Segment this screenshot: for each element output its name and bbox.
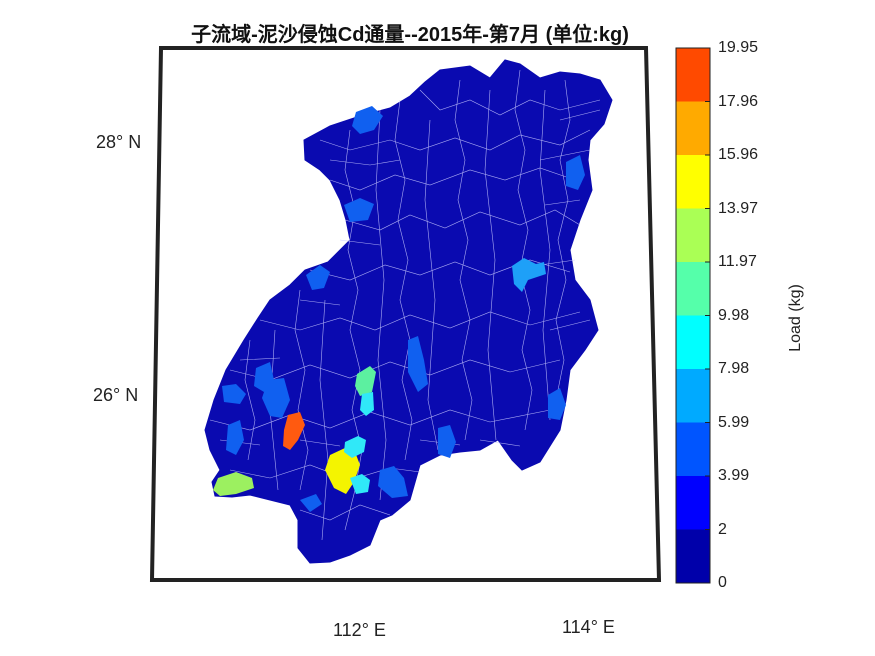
subbasin-blue-i	[438, 425, 456, 458]
subbasin-blue-k	[254, 362, 274, 392]
colorbar	[676, 47, 710, 584]
colorbar-segment	[676, 476, 710, 530]
colorbar-tick-label: 7.98	[718, 360, 750, 377]
longitude-label-114: 114° E	[562, 617, 615, 637]
subbasin-blue-e	[262, 378, 290, 418]
subbasin-cyan-north	[360, 392, 374, 416]
subbasin-blue-b	[352, 106, 383, 134]
subbasin-blue-f	[226, 420, 244, 455]
colorbar-segment	[676, 262, 710, 316]
subbasin-blue-c	[306, 265, 330, 290]
colorbar-label: Load (kg)	[787, 284, 804, 352]
subbasin-blue-m	[300, 494, 322, 512]
subbasin-blue-d	[408, 336, 428, 392]
map-title: 子流域-泥沙侵蚀Cd通量--2015年-第7月 (单位:kg)	[191, 24, 629, 46]
colorbar-segment	[676, 155, 710, 209]
colorbar-segment	[676, 315, 710, 370]
subbasin-green-north	[355, 366, 376, 396]
latitude-label-26: 26° N	[93, 385, 139, 405]
subbasin-high	[325, 448, 360, 494]
colorbar-tick-label: 2	[718, 520, 727, 538]
colorbar-tick-label: 15.96	[718, 146, 759, 163]
colorbar-tick-label: 3.99	[718, 467, 750, 484]
colorbar-segment	[676, 529, 710, 584]
colorbar-segment	[676, 208, 710, 263]
colorbar-tick-label: 11.97	[718, 253, 757, 270]
colorbar-tick-label: 19.95	[718, 39, 759, 56]
subbasin-blue-l	[222, 384, 246, 404]
subbasin-max	[283, 412, 305, 450]
colorbar-segment	[676, 422, 710, 477]
subbasin-blue-j	[566, 155, 585, 190]
subbasin-lightgreen	[213, 472, 254, 496]
subbasin-blue-a	[344, 198, 374, 222]
colorbar-segment	[676, 48, 710, 102]
subbasin-cyan-small	[350, 474, 370, 494]
subbasin-blue-h	[548, 388, 566, 420]
subbasin-blue-g	[378, 466, 408, 498]
subbasin-lightblue-east	[512, 258, 546, 292]
subbasin-cyan-south	[344, 436, 366, 458]
basin-region	[204, 59, 613, 564]
longitude-label-112: 112° E	[333, 620, 386, 640]
colorbar-tick-label: 17.96	[718, 92, 759, 110]
colorbar-tick-label: 5.99	[718, 413, 750, 431]
highlighted-subbasins	[213, 106, 585, 512]
colorbar-tick-label: 9.98	[718, 306, 750, 324]
colorbar-segment	[676, 101, 710, 156]
colorbar-tick-label: 0	[718, 574, 727, 591]
latitude-label-28: 28° N	[96, 132, 142, 152]
map-frame	[149, 46, 662, 582]
colorbar-tick-label: 13.97	[718, 199, 759, 217]
colorbar-segment	[676, 369, 710, 423]
colorbar-border	[675, 47, 711, 584]
